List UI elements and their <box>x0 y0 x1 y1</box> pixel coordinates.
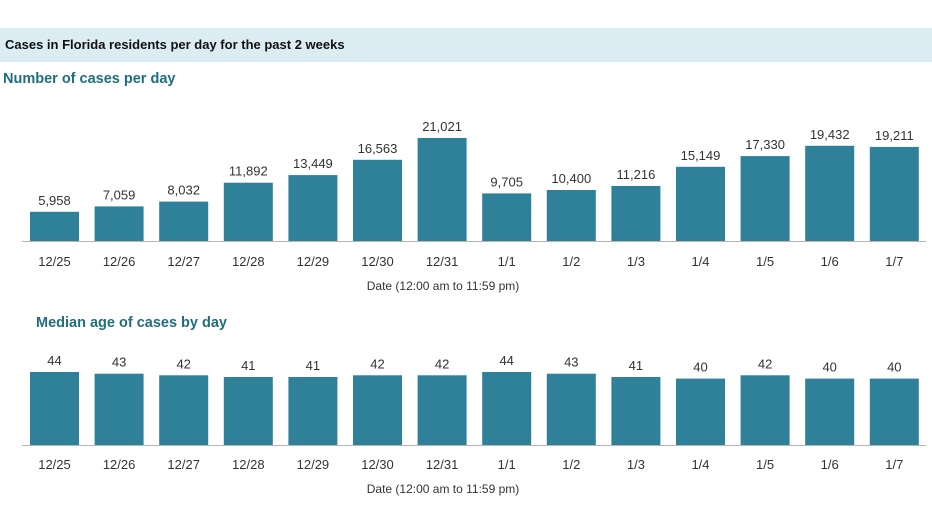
age-x-tick-label: 12/26 <box>103 457 136 472</box>
age-data-label: 40 <box>887 360 901 375</box>
cases-data-label: 13,449 <box>293 156 333 171</box>
cases-bar <box>805 145 855 241</box>
age-bar <box>805 378 855 445</box>
cases-x-tick-label: 1/1 <box>498 254 516 269</box>
age-data-label: 44 <box>499 353 513 368</box>
age-bar <box>869 378 919 445</box>
age-x-tick-label: 1/6 <box>821 457 839 472</box>
age-x-tick-label: 1/5 <box>756 457 774 472</box>
age-bar <box>30 372 79 445</box>
age-data-label: 41 <box>306 358 320 373</box>
age-x-tick-label: 12/27 <box>167 457 200 472</box>
cases-x-tick-label: 1/6 <box>821 254 839 269</box>
age-x-tick-label: 12/29 <box>297 457 330 472</box>
age-data-label: 40 <box>822 360 836 375</box>
age-bar <box>611 377 661 445</box>
cases-data-label: 15,149 <box>681 148 721 163</box>
cases-bar <box>159 201 209 241</box>
age-data-label: 43 <box>112 355 126 370</box>
age-bar <box>353 375 402 445</box>
cases-bar <box>869 146 919 241</box>
cases-x-tick-label: 12/25 <box>38 254 71 269</box>
age-bar <box>676 378 725 445</box>
age-x-tick-label: 1/4 <box>691 457 709 472</box>
cases-bar <box>482 193 532 241</box>
age-x-tick-label: 12/31 <box>426 457 459 472</box>
cases-data-label: 17,330 <box>745 137 785 152</box>
cases-data-label: 9,705 <box>490 174 523 189</box>
cases-chart-title: Number of cases per day <box>3 71 176 87</box>
cases-per-day-chart: 5,958 12/25 7,059 12/26 8,032 12/27 11,892 12/2… <box>22 119 926 293</box>
age-x-tick-label: 1/7 <box>885 457 903 472</box>
age-data-label: 42 <box>435 356 449 371</box>
cases-data-label: 10,400 <box>551 171 591 186</box>
cases-bar <box>611 186 661 241</box>
page-title: Cases in Florida residents per day for t… <box>5 37 345 52</box>
cases-data-label: 7,059 <box>103 187 136 202</box>
age-x-tick-label: 12/28 <box>232 457 265 472</box>
age-data-label: 42 <box>370 356 384 371</box>
age-bar <box>94 373 144 445</box>
cases-data-label: 19,211 <box>875 128 914 143</box>
cases-bar <box>740 156 790 241</box>
age-bar <box>482 372 532 445</box>
age-bar <box>546 373 596 445</box>
cases-x-tick-label: 1/4 <box>691 254 709 269</box>
age-data-label: 41 <box>629 358 643 373</box>
cases-x-tick-label: 12/27 <box>167 254 200 269</box>
cases-x-tick-label: 12/31 <box>426 254 459 269</box>
cases-x-tick-label: 12/30 <box>361 254 394 269</box>
cases-bar <box>546 190 596 241</box>
age-data-label: 40 <box>693 360 707 375</box>
median-age-chart: 44 12/25 43 12/26 42 12/27 41 12/28 41 12/29 42 12/… <box>22 353 926 496</box>
median-age-chart-title: Median age of cases by day <box>36 315 227 331</box>
cases-bar <box>676 166 725 241</box>
cases-x-tick-label: 1/5 <box>756 254 774 269</box>
cases-bar <box>94 206 144 241</box>
age-data-label: 43 <box>564 355 578 370</box>
cases-data-label: 5,958 <box>38 193 71 208</box>
age-data-label: 42 <box>758 356 772 371</box>
cases-x-tick-label: 12/26 <box>103 254 136 269</box>
cases-x-tick-label: 12/28 <box>232 254 265 269</box>
cases-data-label: 8,032 <box>167 183 200 198</box>
cases-data-label: 16,563 <box>358 141 398 156</box>
age-bar <box>223 377 273 445</box>
cases-x-tick-label: 1/2 <box>562 254 580 269</box>
age-x-tick-label: 1/3 <box>627 457 645 472</box>
age-x-axis-title: Date (12:00 am to 11:59 pm) <box>367 482 520 496</box>
cases-x-tick-label: 1/3 <box>627 254 645 269</box>
cases-x-tick-label: 1/7 <box>885 254 903 269</box>
age-bar <box>288 377 338 445</box>
cases-data-label: 21,021 <box>422 119 462 134</box>
cases-x-tick-label: 12/29 <box>297 254 330 269</box>
age-bar <box>159 375 209 445</box>
age-bar <box>417 375 467 445</box>
cases-data-label: 11,216 <box>617 167 656 182</box>
age-x-tick-label: 12/25 <box>38 457 71 472</box>
cases-x-axis-title: Date (12:00 am to 11:59 pm) <box>367 279 520 293</box>
cases-data-label: 19,432 <box>810 127 850 142</box>
header-bar: Cases in Florida residents per day for t… <box>0 28 932 62</box>
cases-bar <box>223 182 273 241</box>
age-data-label: 44 <box>47 353 61 368</box>
cases-bar <box>288 175 338 241</box>
cases-bar <box>417 138 467 241</box>
age-bar <box>740 375 790 445</box>
age-data-label: 41 <box>241 358 255 373</box>
age-x-tick-label: 1/1 <box>498 457 516 472</box>
cases-bar <box>30 211 79 241</box>
cases-data-label: 11,892 <box>229 164 268 179</box>
cases-bar <box>353 159 402 241</box>
age-x-tick-label: 12/30 <box>361 457 394 472</box>
age-data-label: 42 <box>176 356 190 371</box>
age-x-tick-label: 1/2 <box>562 457 580 472</box>
